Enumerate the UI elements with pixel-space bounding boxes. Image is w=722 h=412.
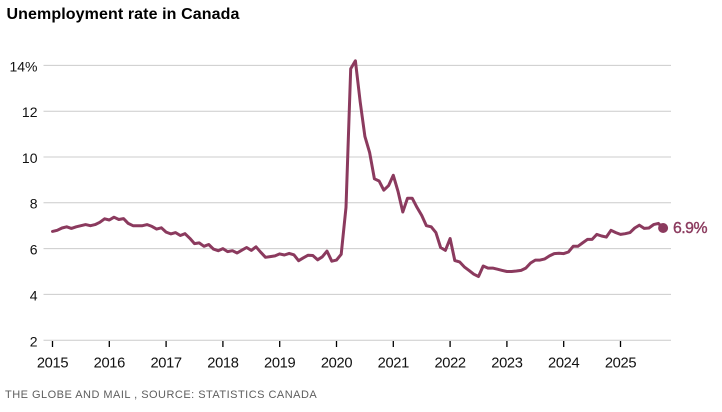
- svg-text:2021: 2021: [378, 356, 409, 372]
- svg-text:14%: 14%: [9, 58, 37, 74]
- svg-text:2019: 2019: [264, 356, 295, 372]
- svg-text:6: 6: [30, 242, 38, 258]
- svg-text:10: 10: [22, 150, 38, 166]
- svg-text:2024: 2024: [548, 356, 579, 372]
- svg-text:12: 12: [22, 104, 38, 120]
- svg-text:6.9%: 6.9%: [673, 220, 707, 237]
- svg-text:8: 8: [30, 196, 38, 212]
- svg-text:2: 2: [30, 334, 38, 350]
- svg-text:2016: 2016: [94, 356, 125, 372]
- svg-text:2020: 2020: [321, 356, 352, 372]
- svg-text:2023: 2023: [491, 356, 522, 372]
- svg-text:2017: 2017: [150, 356, 181, 372]
- svg-text:2018: 2018: [207, 356, 238, 372]
- svg-text:2015: 2015: [37, 356, 68, 372]
- svg-text:4: 4: [30, 287, 38, 303]
- svg-text:2025: 2025: [605, 356, 636, 372]
- svg-text:2022: 2022: [434, 356, 465, 372]
